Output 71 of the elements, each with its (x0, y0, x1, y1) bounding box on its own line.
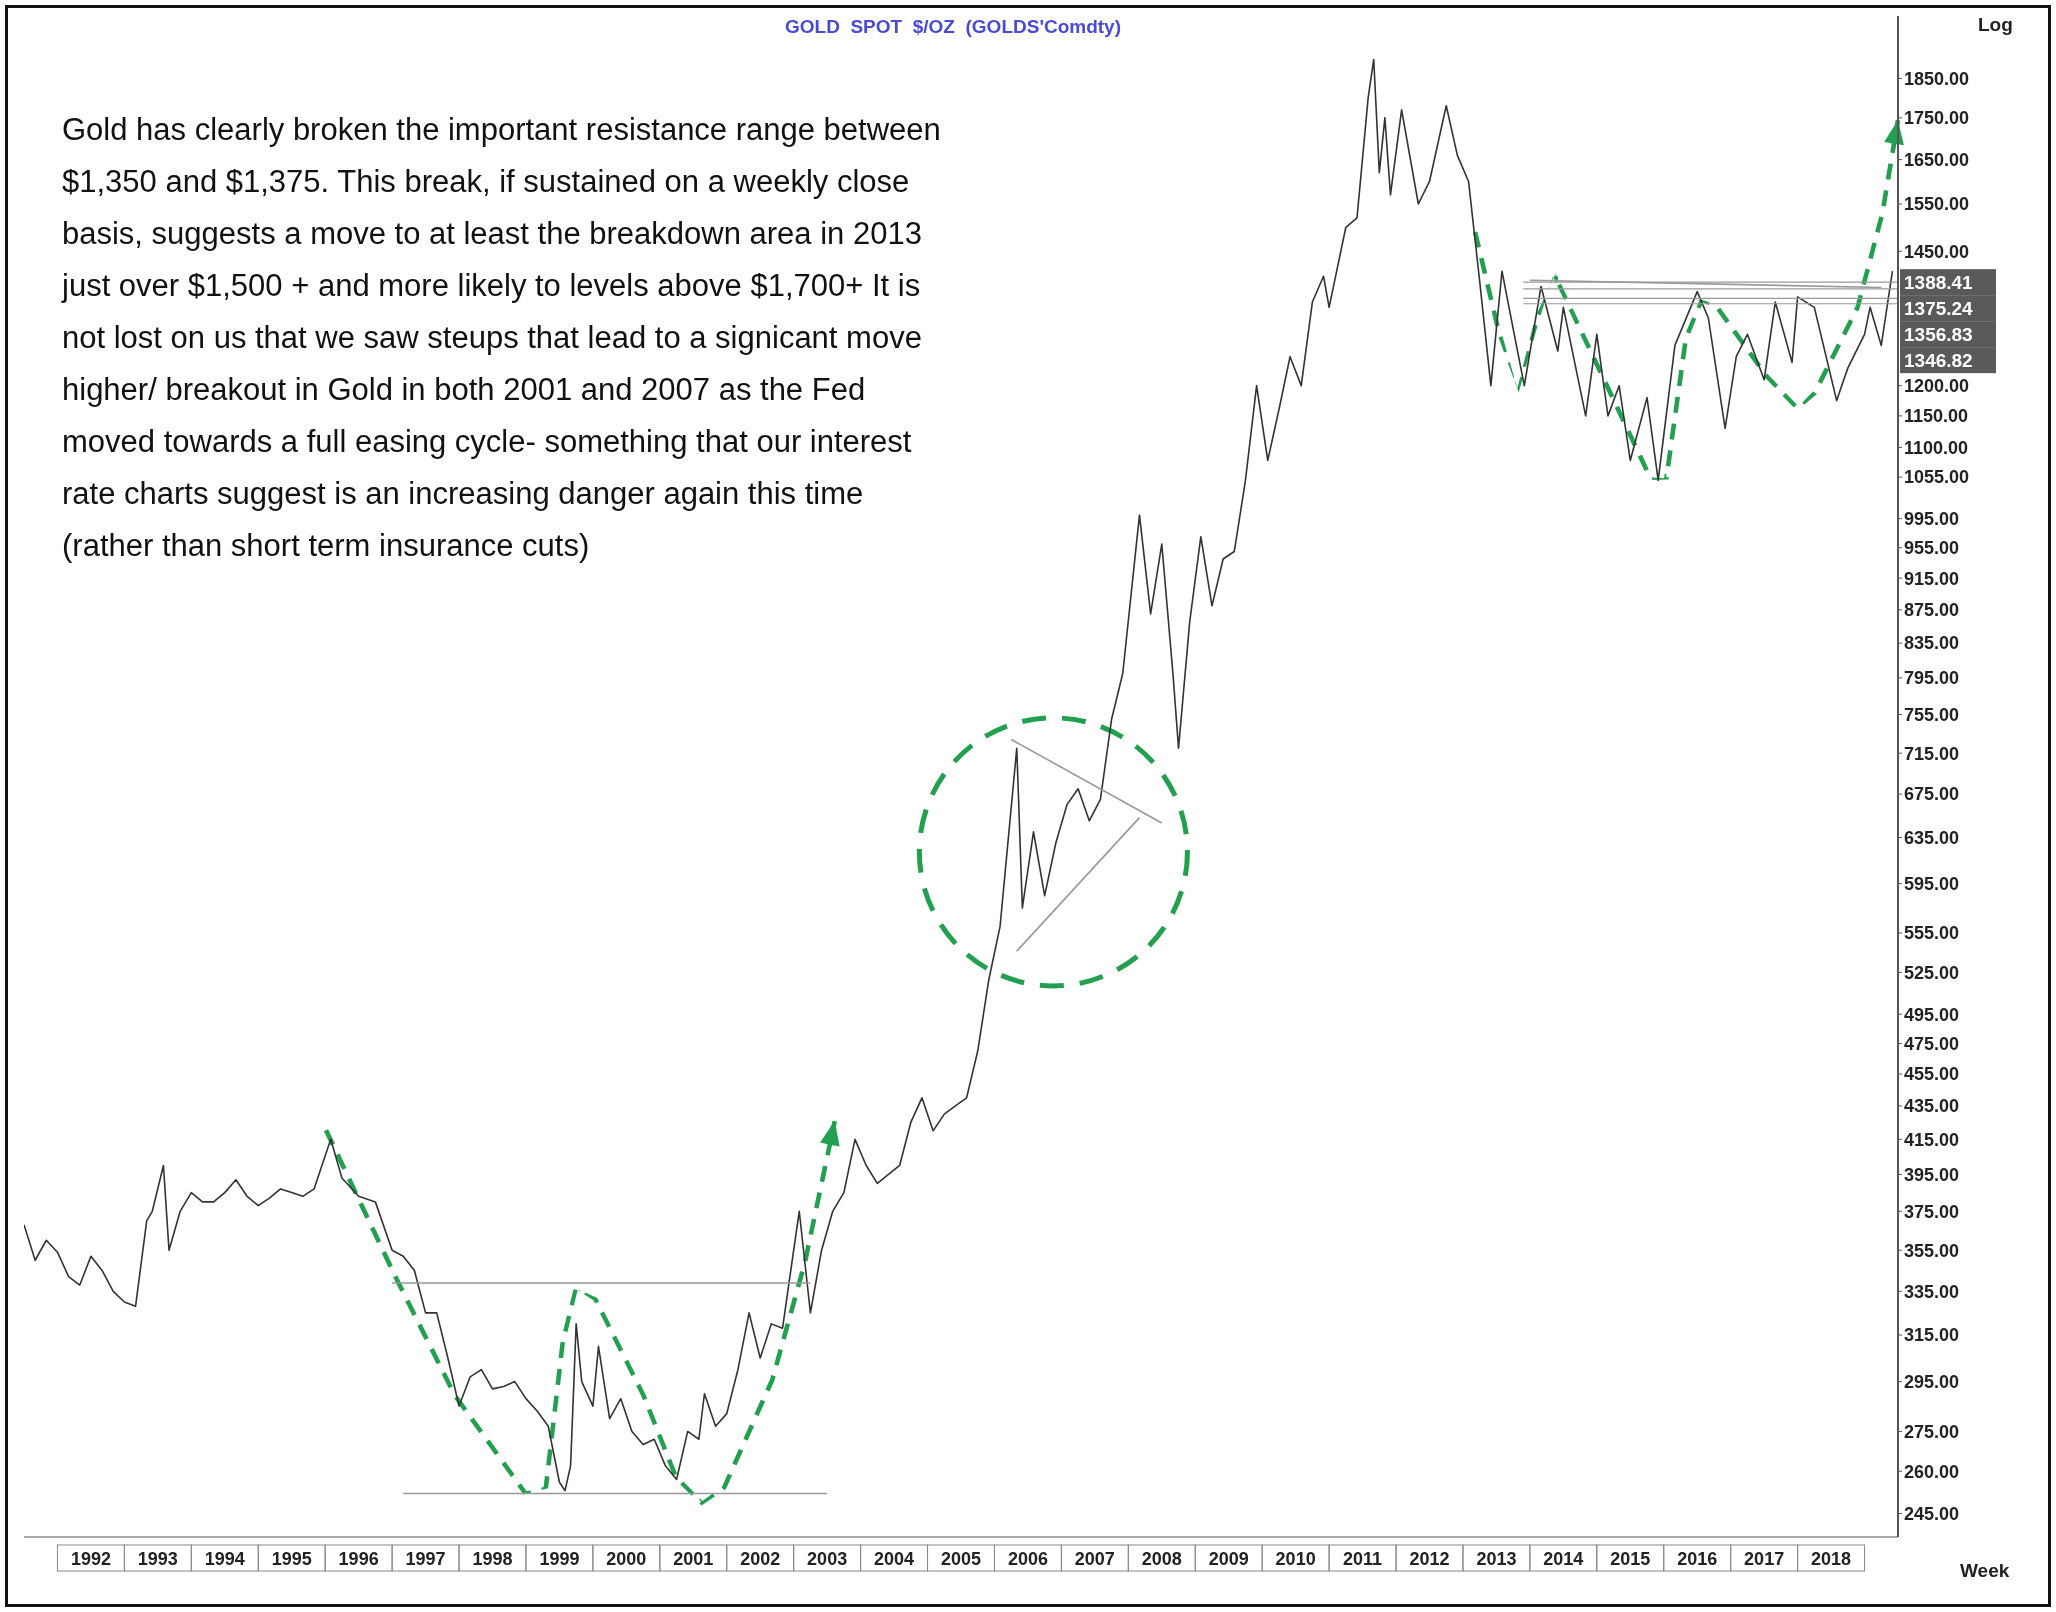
y-tick-label: 455.00 (1904, 1064, 1960, 1085)
x-tick-label: 1994 (204, 1549, 245, 1569)
x-tick-label: 2006 (1007, 1549, 1048, 1569)
y-tick-label: 715.00 (1904, 743, 1960, 764)
x-tick-label: 2015 (1610, 1549, 1651, 1569)
y-tick-label: 1750.00 (1904, 108, 1970, 129)
y-tick-label: 1450.00 (1904, 241, 1970, 262)
y-tick-label: 355.00 (1904, 1240, 1960, 1261)
x-tick-label: 2007 (1074, 1549, 1115, 1569)
y-tick-label: 335.00 (1904, 1281, 1960, 1302)
y-tick-label: 315.00 (1904, 1325, 1960, 1346)
y-tick-label: 475.00 (1904, 1033, 1960, 1054)
y-tick-label: 435.00 (1904, 1096, 1960, 1117)
y-tick-label: 495.00 (1904, 1004, 1960, 1025)
text: Week (1960, 1560, 2010, 1582)
chart-title: GOLD SPOT $/OZ (GOLDS'Comdty) (784, 16, 1122, 38)
x-tick-label: 2003 (807, 1549, 848, 1569)
x-tick-label: 2004 (874, 1549, 915, 1569)
y-tick-label: 1200.00 (1904, 376, 1970, 397)
x-tick-label: 2009 (1208, 1549, 1249, 1569)
y-tick-label: 275.00 (1904, 1421, 1960, 1442)
y-tick-label: 295.00 (1904, 1372, 1960, 1392)
x-tick-label: 2008 (1141, 1549, 1182, 1569)
y-tick-label: 1150.00 (1904, 406, 1969, 427)
x-tick-label: 2001 (673, 1549, 714, 1569)
y-tick-label: 415.00 (1904, 1129, 1960, 1150)
y-tick-label: 1550.00 (1904, 194, 1970, 215)
y-tick-label: 525.00 (1904, 962, 1960, 983)
x-tick-label: 2002 (740, 1549, 781, 1569)
y-tick-label: 555.00 (1904, 923, 1960, 944)
x-tick-label: 1992 (70, 1549, 111, 1569)
y-tick-label: 675.00 (1904, 784, 1960, 805)
y-tick-label: 915.00 (1904, 568, 1960, 589)
x-tick-label: 2010 (1275, 1549, 1316, 1569)
x-tick-label: 1993 (137, 1549, 178, 1569)
x-tick-label: 2000 (606, 1549, 647, 1569)
y-tick-label: 245.00 (1904, 1503, 1960, 1524)
y-tick-label: 955.00 (1904, 538, 1960, 559)
x-tick-label: 2011 (1343, 1549, 1383, 1569)
y-tick-label: 395.00 (1904, 1164, 1960, 1185)
x-tick-label: 1999 (539, 1549, 580, 1569)
y-tick-label: 1850.00 (1904, 68, 1970, 89)
y-tick-label: 875.00 (1904, 600, 1960, 621)
y-tick-label: 635.00 (1904, 827, 1960, 848)
ref-line-label: 1388.41 (1904, 272, 1974, 294)
y-tick-label: 1650.00 (1904, 150, 1970, 170)
y-tick-label: 375.00 (1904, 1201, 1960, 1222)
x-tick-label: 1997 (405, 1549, 446, 1569)
text: Gold has clearly broken the important resistance range between $1,350 and $1,375. This break, if sustained on a weekly close basis, suggests a move to at least the breakdown area in 2013 just over $1,500 + and more likely to levels above $1,700+ It is not lost on us that we saw steups that lead to a signicant move higher/ breakout in Gold in both 2001 and 2007 as the Fed moved towards a full easing cycle- something that our interest rate charts suggest is an increasing danger again this time (rather than short term insurance cuts) (62, 112, 941, 563)
x-tick-label: 1998 (472, 1549, 513, 1569)
y-tick-label: 1055.00 (1904, 467, 1970, 488)
y-tick-label: 1100.00 (1904, 437, 1969, 458)
y-tick-label: 795.00 (1904, 668, 1960, 689)
x-tick-label: 2012 (1409, 1549, 1450, 1569)
x-tick-label: 1996 (338, 1549, 379, 1569)
ref-line-label: 1356.83 (1904, 324, 1973, 346)
ref-line-label: 1375.24 (1904, 298, 1974, 320)
y-tick-label: 595.00 (1904, 874, 1960, 894)
x-tick-label: 2017 (1744, 1549, 1785, 1569)
ref-line-label: 1346.82 (1904, 350, 1973, 372)
y-tick-label: 260.00 (1904, 1461, 1960, 1482)
y-tick-label: 995.00 (1904, 509, 1960, 530)
x-tick-label: 2013 (1476, 1549, 1517, 1569)
y-tick-label: 835.00 (1904, 633, 1960, 654)
x-tick-label: 2016 (1677, 1549, 1718, 1569)
text: Log (1978, 14, 2013, 36)
x-tick-label: 2014 (1543, 1549, 1584, 1569)
y-tick-label: 755.00 (1904, 704, 1960, 725)
x-tick-label: 1995 (271, 1549, 312, 1569)
x-tick-label: 2005 (940, 1549, 982, 1569)
x-tick-label: 2018 (1811, 1549, 1852, 1569)
